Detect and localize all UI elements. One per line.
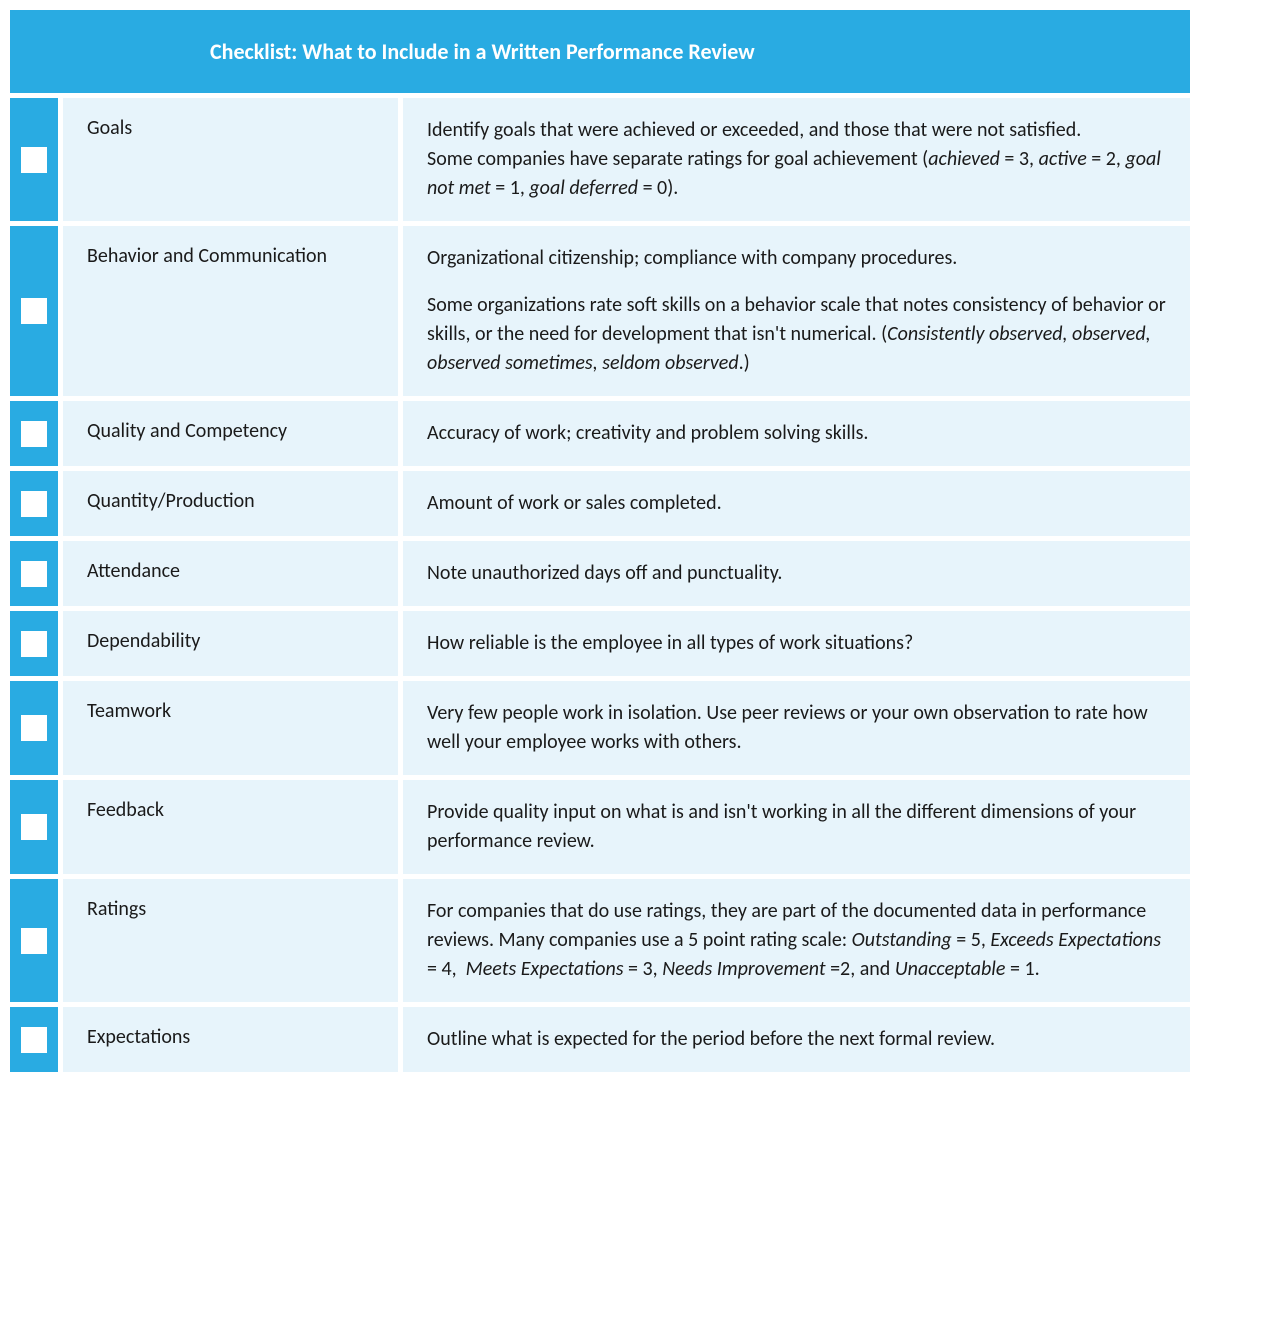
checkbox[interactable] [21, 928, 47, 954]
row-label: Quality and Competency [58, 401, 398, 466]
row-description: Organizational citizenship; compliance w… [398, 226, 1190, 396]
checkbox-cell [10, 879, 58, 1002]
row-description: Accuracy of work; creativity and problem… [398, 401, 1190, 466]
checkbox-cell [10, 98, 58, 221]
checkbox-cell [10, 780, 58, 874]
checkbox[interactable] [21, 631, 47, 657]
checkbox[interactable] [21, 715, 47, 741]
checkbox-cell [10, 541, 58, 606]
checkbox[interactable] [21, 491, 47, 517]
page-title: Checklist: What to Include in a Written … [210, 38, 755, 65]
row-description: For companies that do use ratings, they … [398, 879, 1190, 1002]
table-row: Quantity/ProductionAmount of work or sal… [10, 466, 1190, 536]
checkbox-cell [10, 681, 58, 775]
row-label: Ratings [58, 879, 398, 1002]
header-bar: Checklist: What to Include in a Written … [10, 10, 1190, 93]
row-label: Expectations [58, 1007, 398, 1072]
table-row: Quality and CompetencyAccuracy of work; … [10, 396, 1190, 466]
checkbox[interactable] [21, 421, 47, 447]
checkbox[interactable] [21, 298, 47, 324]
checkbox[interactable] [21, 561, 47, 587]
checkbox-cell [10, 401, 58, 466]
row-description: Amount of work or sales completed. [398, 471, 1190, 536]
row-description: Note unauthorized days off and punctuali… [398, 541, 1190, 606]
checkbox[interactable] [21, 814, 47, 840]
table-row: ExpectationsOutline what is expected for… [10, 1002, 1190, 1072]
table-row: Behavior and CommunicationOrganizational… [10, 221, 1190, 396]
row-description: Outline what is expected for the period … [398, 1007, 1190, 1072]
table-row: GoalsIdentify goals that were achieved o… [10, 93, 1190, 221]
checkbox[interactable] [21, 147, 47, 173]
checkbox[interactable] [21, 1027, 47, 1053]
row-label: Feedback [58, 780, 398, 874]
row-description: How reliable is the employee in all type… [398, 611, 1190, 676]
row-label: Attendance [58, 541, 398, 606]
row-label: Dependability [58, 611, 398, 676]
table-row: FeedbackProvide quality input on what is… [10, 775, 1190, 874]
checkbox-cell [10, 471, 58, 536]
row-label: Quantity/Production [58, 471, 398, 536]
checkbox-cell [10, 226, 58, 396]
row-description: Provide quality input on what is and isn… [398, 780, 1190, 874]
row-description: Identify goals that were achieved or exc… [398, 98, 1190, 221]
checklist-container: Checklist: What to Include in a Written … [10, 10, 1190, 1072]
row-label: Teamwork [58, 681, 398, 775]
checkbox-cell [10, 611, 58, 676]
row-label: Goals [58, 98, 398, 221]
table-row: RatingsFor companies that do use ratings… [10, 874, 1190, 1002]
row-label: Behavior and Communication [58, 226, 398, 396]
row-description: Very few people work in isolation. Use p… [398, 681, 1190, 775]
checkbox-cell [10, 1007, 58, 1072]
table-row: TeamworkVery few people work in isolatio… [10, 676, 1190, 775]
table-row: AttendanceNote unauthorized days off and… [10, 536, 1190, 606]
table-row: DependabilityHow reliable is the employe… [10, 606, 1190, 676]
